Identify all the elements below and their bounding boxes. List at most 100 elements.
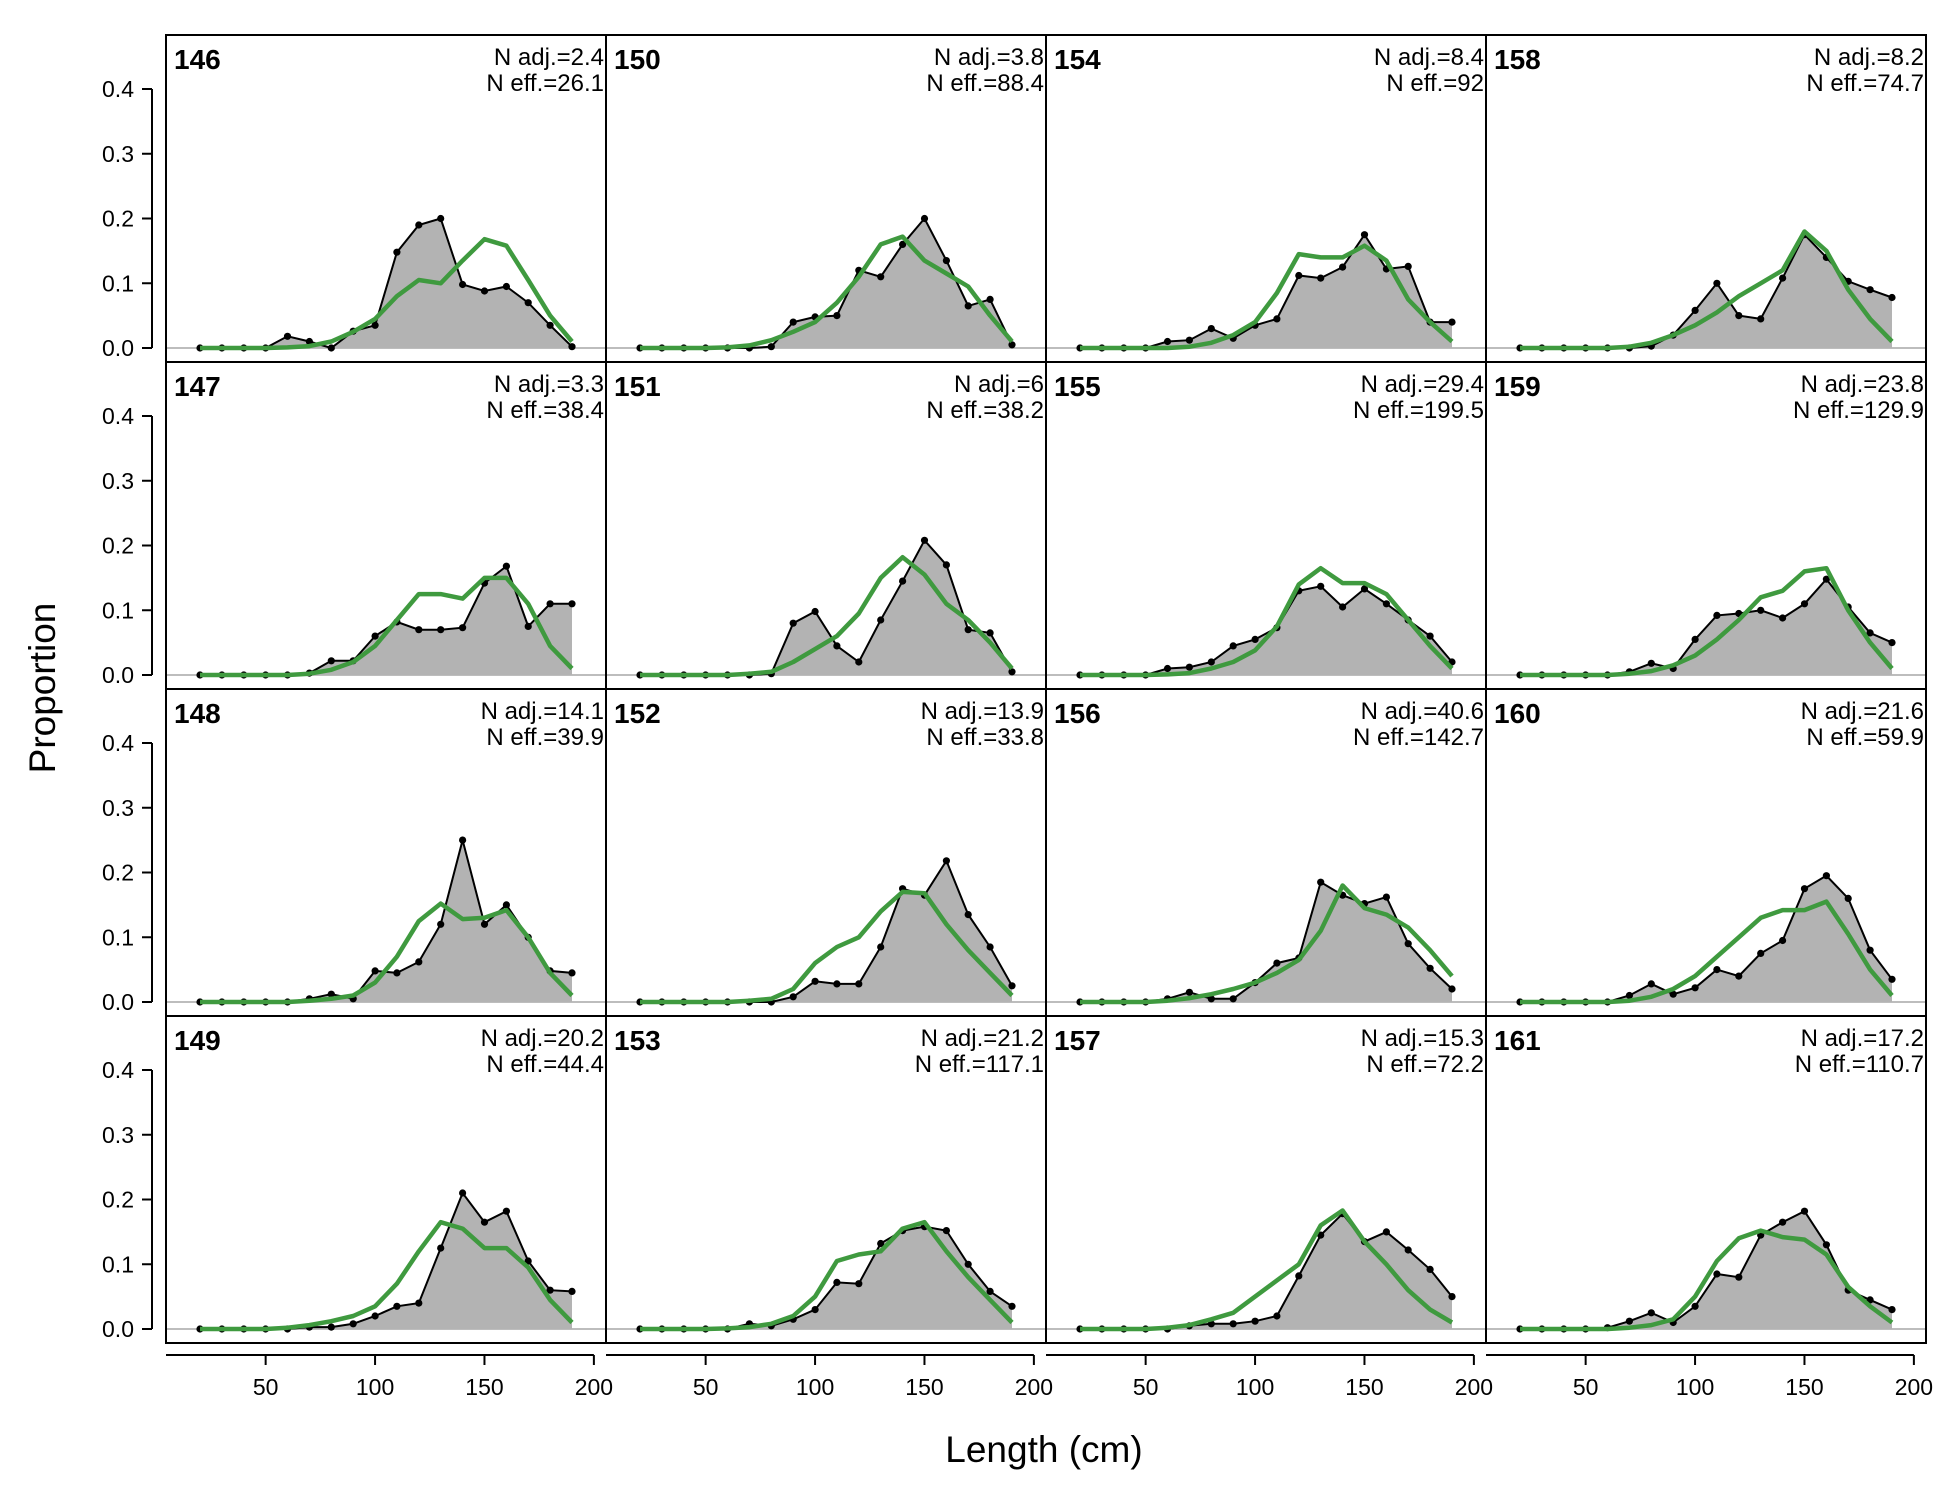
panel-156: 156 N adj.=40.6N eff.=142.7 [1045,688,1487,1017]
observed-point [855,980,863,988]
panel-label: 149 [174,1025,221,1056]
axes: 0.0 0.1 0.2 0.3 0.4 0.0 0.1 0.2 0.3 0.4 0.0 0.1 0.2 0… [102,76,1933,1400]
observed-point [437,214,445,223]
observed-point [964,626,972,634]
y-tick-label: 0.1 [102,597,134,623]
observed-point [1382,1228,1390,1236]
panel-160: 160 N adj.=21.6N eff.=59.9 [1485,688,1927,1017]
observed-point [1448,318,1456,326]
observed-area [1080,1213,1452,1329]
observed-point [1185,663,1193,671]
observed-point [1647,1309,1655,1317]
observed-point [1735,1273,1743,1281]
observed-area [640,860,1012,1002]
panel-label: 146 [174,44,221,75]
observed-point [546,1286,554,1294]
n-adj-label: N adj.=29.4 [1361,371,1484,398]
observed-point [1185,336,1193,344]
observed-point [371,321,379,329]
observed-point [1008,668,1016,676]
x-tick-label: 150 [1345,1374,1383,1400]
observed-point [1822,575,1830,583]
observed-point [546,321,554,329]
y-tick-label: 0.0 [102,989,134,1015]
observed-point [899,577,907,585]
n-adj-label: N adj.=21.2 [921,1025,1044,1052]
observed-point [986,943,994,951]
observed-point [502,1207,510,1215]
observed-point [1779,274,1787,282]
y-tick-label: 0.3 [102,468,134,494]
observed-point [1273,1312,1281,1320]
n-adj-label: N adj.=3.3 [494,371,604,398]
observed-point [1757,606,1765,614]
expected-line [200,575,574,678]
observed-point [568,969,576,977]
y-tick-label: 0.4 [102,76,134,102]
x-tick-label: 100 [356,1374,394,1400]
n-adj-label: N adj.=15.3 [1361,1025,1484,1052]
observed-point [789,993,797,1001]
observed-point [1404,1246,1412,1254]
y-tick-label: 0.1 [102,924,134,950]
observed-area [1520,234,1892,348]
n-eff-label: N eff.=199.5 [1353,397,1484,424]
observed-point [1779,936,1787,945]
observed-point [964,911,972,919]
observed-point [327,1323,335,1331]
observed-point [1404,262,1412,270]
observed-point [393,969,401,977]
n-eff-label: N eff.=129.9 [1793,397,1924,424]
observed-point [1844,894,1852,903]
observed-point [877,273,885,281]
observed-point [1800,885,1809,893]
observed-point [283,332,292,340]
observed-point [942,857,951,865]
observed-point [1691,1302,1699,1310]
observed-point [459,836,467,844]
observed-point [437,626,445,634]
observed-point [1822,872,1830,880]
observed-point [899,240,907,248]
observed-point [1822,1241,1830,1249]
observed-point [833,980,841,988]
panel-152: 152 N adj.=13.9N eff.=33.8 [605,688,1047,1017]
observed-area [640,1226,1012,1329]
panel-label: 157 [1054,1025,1101,1056]
observed-point [920,536,929,544]
n-eff-label: N eff.=59.9 [1806,724,1924,751]
observed-point [1800,1207,1809,1215]
observed-point [1317,1231,1325,1239]
y-tick-label: 0.3 [102,141,134,167]
observed-area [200,840,572,1002]
y-tick-label: 0.4 [102,1057,134,1083]
expected-line [200,901,574,1005]
observed-point [1207,325,1215,333]
observed-point [1779,614,1787,622]
observed-point [1888,293,1896,302]
y-tick-label: 0.0 [102,662,134,688]
x-axis-label: Length (cm) [945,1429,1142,1470]
observed-point [1163,664,1172,673]
observed-point [1382,600,1390,608]
observed-point [305,337,313,346]
n-adj-label: N adj.=40.6 [1361,698,1484,725]
observed-point [1339,603,1347,611]
panel-border [1485,1015,1927,1344]
expected-line [640,234,1014,351]
observed-point [1713,1270,1721,1278]
y-axis-label: Proportion [22,603,63,774]
observed-area [1080,586,1452,675]
observed-point [942,257,951,265]
x-tick-label: 200 [1895,1374,1933,1400]
observed-point [1691,635,1699,644]
observed-point [1448,985,1456,993]
x-tick-label: 150 [465,1374,503,1400]
observed-point [1625,991,1633,1000]
observed-point [877,1239,885,1248]
expected-line [200,1219,574,1332]
observed-point [1185,988,1193,996]
n-eff-label: N eff.=39.9 [486,724,604,751]
expected-line [1080,565,1454,678]
y-tick-label: 0.4 [102,730,134,756]
